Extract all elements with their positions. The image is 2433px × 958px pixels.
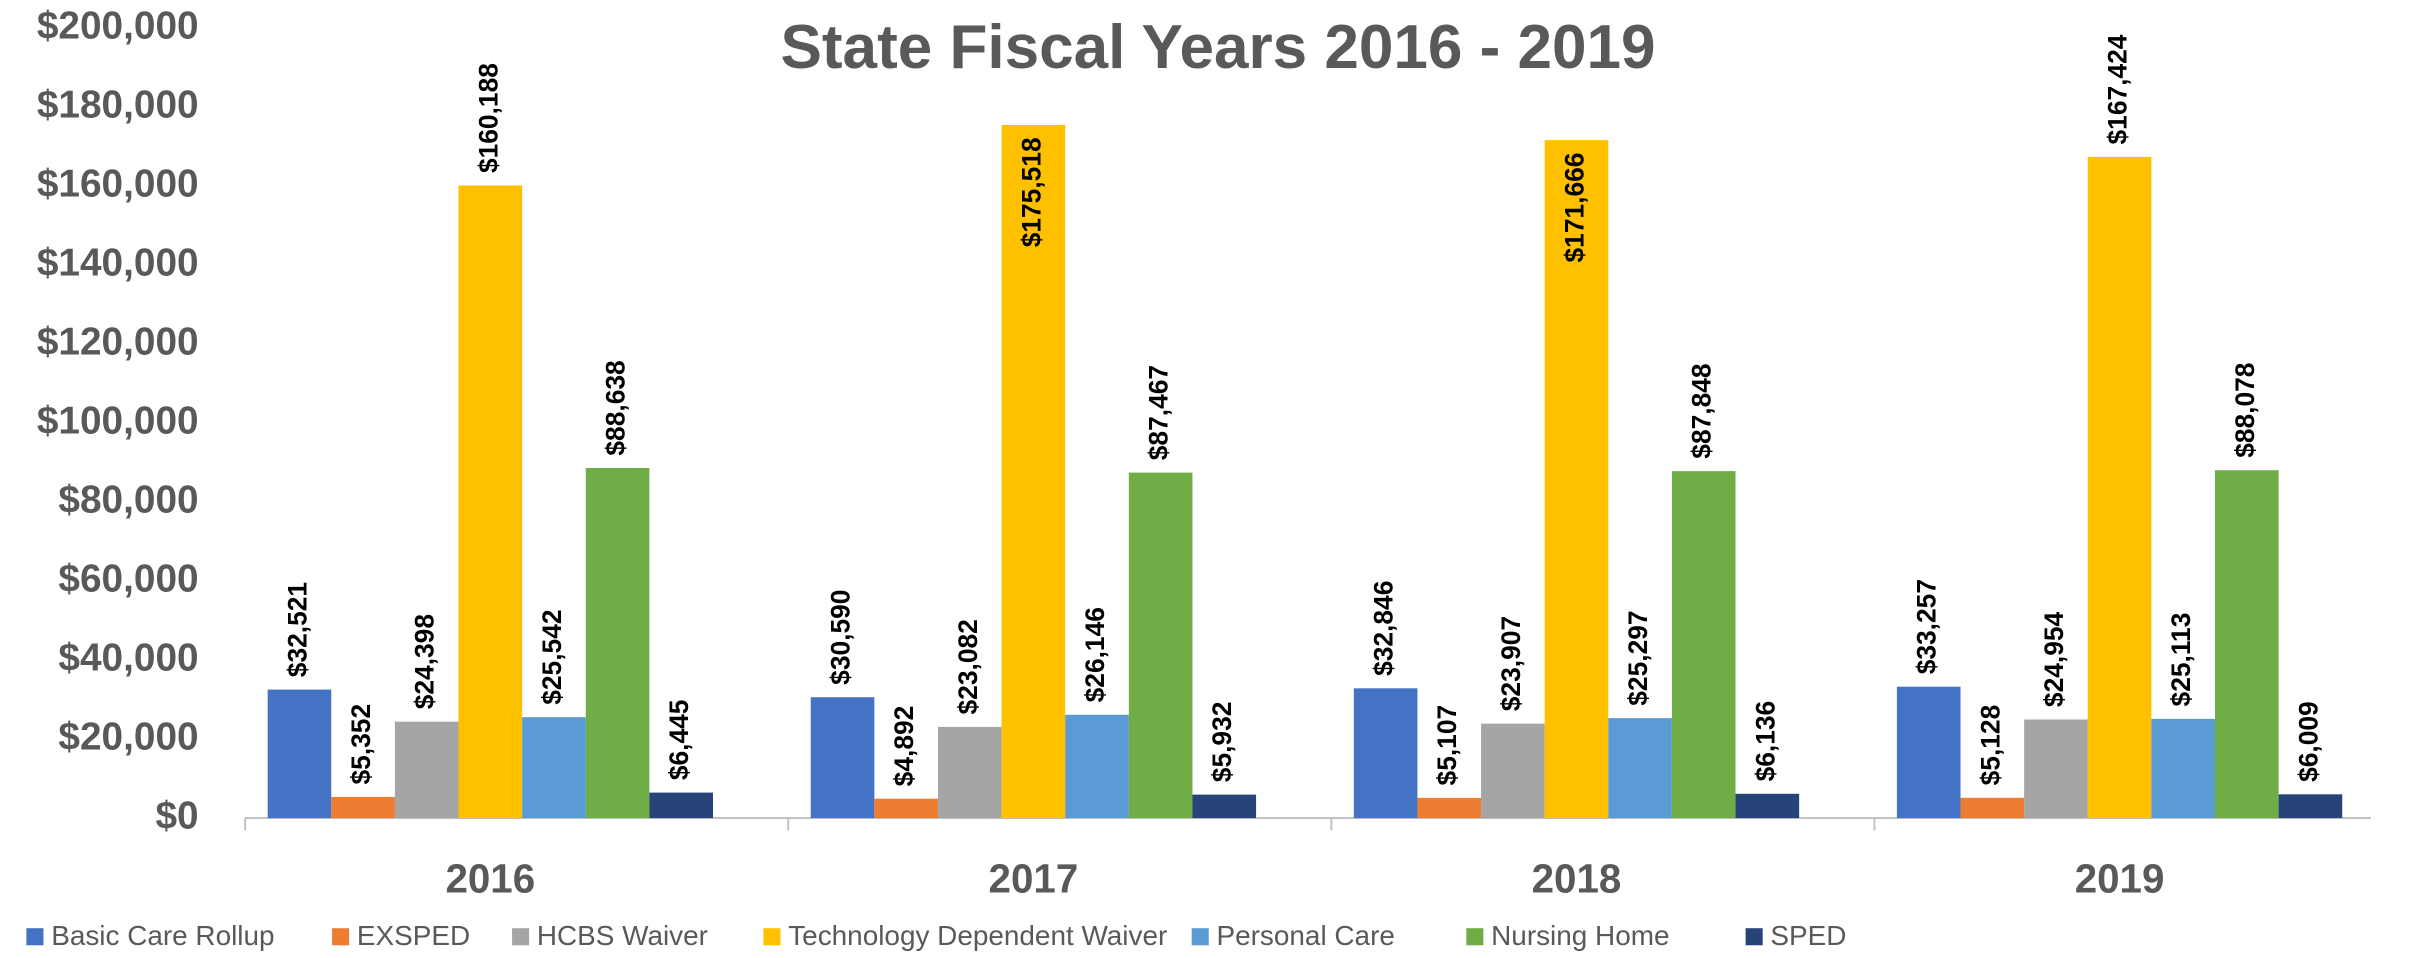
data-label: $6,445 xyxy=(664,700,694,781)
data-label: $23,907 xyxy=(1496,616,1526,711)
data-label: $167,424 xyxy=(2103,34,2133,144)
bar xyxy=(1481,723,1545,819)
x-tick-label: 2016 xyxy=(445,855,535,901)
y-tick-label: $180,000 xyxy=(37,83,199,126)
y-tick-label: $80,000 xyxy=(58,478,198,521)
data-label: $88,078 xyxy=(2230,363,2260,458)
y-tick-label: $20,000 xyxy=(58,715,198,758)
legend-label: Technology Dependent Waiver xyxy=(788,920,1167,951)
bar xyxy=(874,798,938,819)
legend-swatch xyxy=(26,928,44,946)
data-label: $5,932 xyxy=(1207,702,1237,783)
bar xyxy=(2024,719,2088,819)
bar xyxy=(267,689,332,819)
legend-swatch xyxy=(1466,928,1484,946)
data-label: $24,954 xyxy=(2039,611,2069,707)
bar xyxy=(2151,718,2215,819)
bar xyxy=(1960,797,2025,819)
data-label: $5,352 xyxy=(346,704,376,785)
data-label: $88,638 xyxy=(601,360,631,455)
y-tick-label: $40,000 xyxy=(58,636,198,679)
data-label: $6,136 xyxy=(1750,701,1780,782)
y-tick-label: $120,000 xyxy=(37,320,199,363)
bar xyxy=(1128,472,1193,819)
bar xyxy=(522,717,586,819)
data-label: $25,297 xyxy=(1623,610,1653,705)
data-label: $25,113 xyxy=(2166,613,2196,707)
legend-label: HCBS Waiver xyxy=(537,920,708,951)
legend-label: Personal Care xyxy=(1217,920,1395,951)
data-label: $87,467 xyxy=(1144,365,1174,460)
y-tick-label: $0 xyxy=(155,794,198,837)
data-label: $175,518 xyxy=(1016,137,1046,247)
bar xyxy=(331,796,395,819)
bar xyxy=(1001,124,1066,819)
data-label: $25,542 xyxy=(537,609,567,704)
data-label: $30,590 xyxy=(826,590,856,685)
y-tick-label: $100,000 xyxy=(37,399,199,442)
data-label: $160,188 xyxy=(473,63,503,173)
data-label: $23,082 xyxy=(953,619,983,714)
bar xyxy=(585,468,650,819)
y-tick-label: $60,000 xyxy=(58,557,198,600)
bar xyxy=(1671,471,1736,819)
bar xyxy=(810,697,875,819)
x-tick-label: 2017 xyxy=(989,855,1079,901)
legend-label: Basic Care Rollup xyxy=(51,920,274,951)
bar xyxy=(1608,718,1672,819)
legend-swatch xyxy=(1745,928,1763,946)
data-label: $26,146 xyxy=(1080,607,1110,702)
data-label: $5,107 xyxy=(1432,705,1462,786)
y-tick-label: $140,000 xyxy=(37,241,199,284)
legend-label: Nursing Home xyxy=(1491,920,1669,951)
bar xyxy=(649,792,713,819)
bar xyxy=(2278,794,2343,819)
x-tick-label: 2019 xyxy=(2075,855,2165,901)
bar xyxy=(1417,797,1482,819)
bar xyxy=(1896,686,1961,819)
x-tick-label: 2018 xyxy=(1532,855,1622,901)
legend-swatch xyxy=(1191,928,1209,946)
data-label: $33,257 xyxy=(1912,579,1942,674)
chart-title: State Fiscal Years 2016 - 2019 xyxy=(781,13,1656,82)
bar xyxy=(458,185,523,819)
legend-swatch xyxy=(332,928,350,946)
data-label: $24,398 xyxy=(410,614,440,709)
legend-label: EXSPED xyxy=(357,920,470,951)
y-tick-label: $160,000 xyxy=(37,162,199,205)
data-label: $32,846 xyxy=(1369,581,1399,676)
data-label: $4,892 xyxy=(889,706,919,787)
data-label: $5,128 xyxy=(1975,705,2005,786)
bar xyxy=(937,726,1002,819)
bar xyxy=(1065,714,1129,819)
bar xyxy=(2087,156,2152,819)
legend-swatch xyxy=(763,928,781,946)
legend-label: SPED xyxy=(1770,920,1846,951)
bar xyxy=(394,721,459,819)
bar xyxy=(1735,793,1800,819)
data-label: $171,666 xyxy=(1559,153,1589,263)
bar xyxy=(1192,794,1257,819)
data-label: $32,521 xyxy=(282,582,312,677)
data-label: $87,848 xyxy=(1687,363,1717,458)
bar xyxy=(1544,140,1609,819)
bar xyxy=(1353,688,1418,819)
legend-swatch xyxy=(512,928,530,946)
data-label: $6,009 xyxy=(2293,701,2323,782)
bar xyxy=(2214,470,2279,819)
y-tick-label: $200,000 xyxy=(37,4,199,47)
